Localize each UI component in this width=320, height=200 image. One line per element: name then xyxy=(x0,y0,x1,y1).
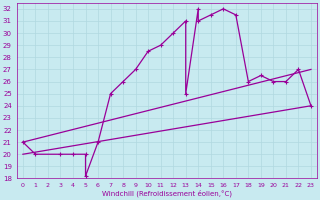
X-axis label: Windchill (Refroidissement éolien,°C): Windchill (Refroidissement éolien,°C) xyxy=(102,190,232,197)
